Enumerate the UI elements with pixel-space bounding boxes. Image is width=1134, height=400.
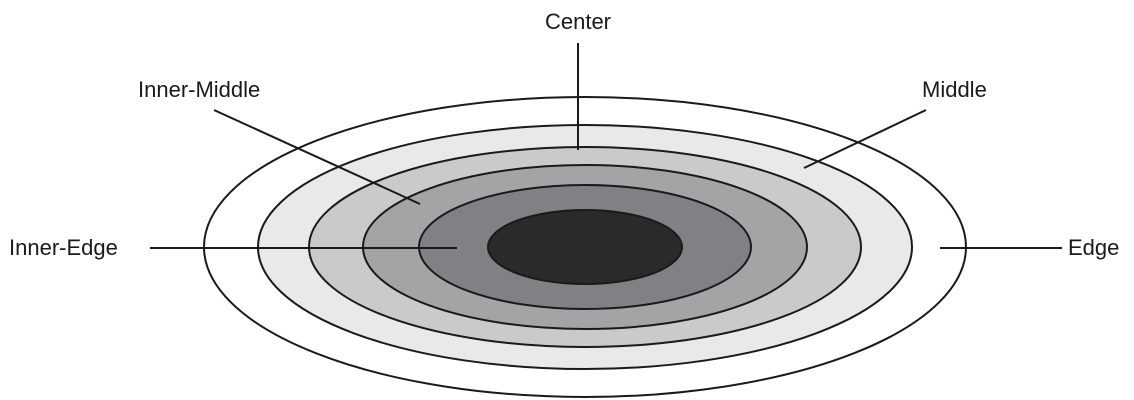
inner-middle-leader-line: [213, 109, 421, 205]
edge-label: Edge: [1068, 235, 1119, 260]
middle-label: Middle: [922, 77, 987, 102]
center-core: [487, 209, 683, 285]
inner-edge-label: Inner-Edge: [9, 235, 118, 260]
inner-middle-label: Inner-Middle: [138, 77, 260, 102]
middle-leader-line: [803, 109, 927, 169]
center-label: Center: [545, 9, 611, 34]
